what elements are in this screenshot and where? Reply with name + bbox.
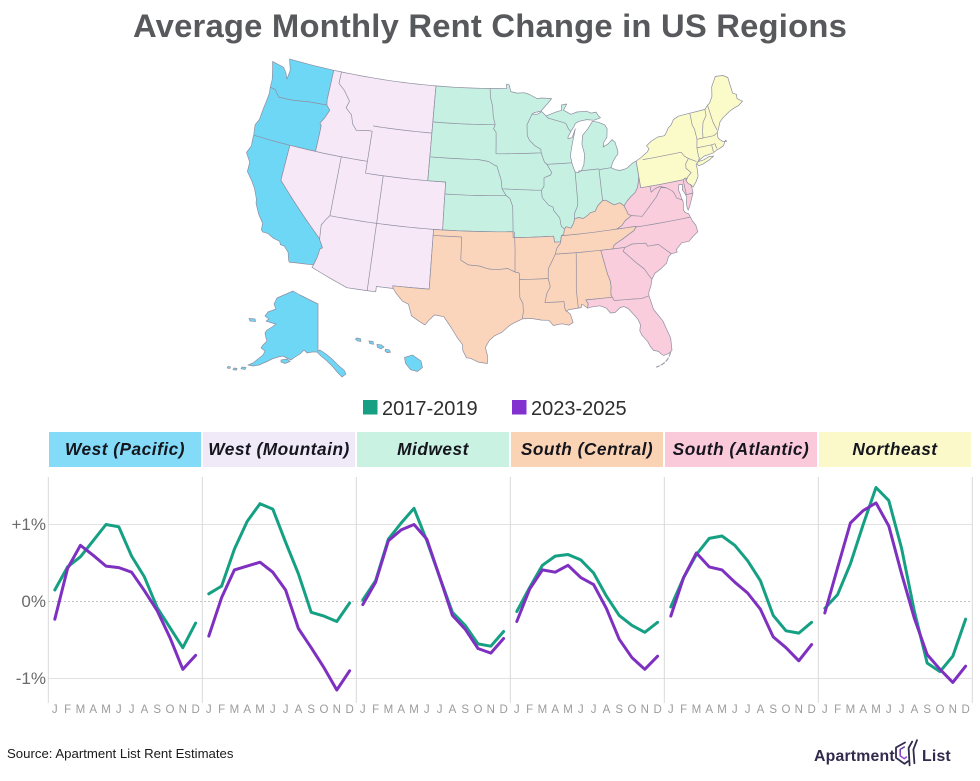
svg-text:J: J: [360, 704, 366, 716]
svg-text:D: D: [499, 704, 507, 716]
svg-text:F: F: [64, 704, 71, 716]
svg-text:A: A: [757, 704, 765, 716]
svg-text:J: J: [745, 704, 751, 716]
svg-text:A: A: [89, 704, 97, 716]
svg-text:F: F: [526, 704, 533, 716]
svg-text:N: N: [487, 704, 495, 716]
svg-text:Apartment: Apartment: [814, 748, 895, 765]
svg-text:N: N: [333, 704, 341, 716]
svg-text:N: N: [179, 704, 187, 716]
svg-text:F: F: [372, 704, 379, 716]
svg-text:F: F: [680, 704, 687, 716]
svg-text:M: M: [101, 704, 111, 716]
svg-text:2023-2025: 2023-2025: [531, 398, 627, 420]
svg-text:J: J: [732, 704, 738, 716]
svg-text:A: A: [295, 704, 303, 716]
svg-text:A: A: [551, 704, 559, 716]
svg-text:J: J: [899, 704, 905, 716]
svg-text:J: J: [437, 704, 443, 716]
svg-text:A: A: [397, 704, 405, 716]
svg-text:J: J: [283, 704, 289, 716]
svg-text:+1%: +1%: [12, 515, 47, 534]
svg-text:M: M: [692, 704, 702, 716]
svg-text:M: M: [538, 704, 548, 716]
svg-text:J: J: [514, 704, 520, 716]
svg-text:A: A: [603, 704, 611, 716]
svg-text:J: J: [668, 704, 674, 716]
svg-text:J: J: [129, 704, 135, 716]
svg-text:J: J: [270, 704, 276, 716]
svg-text:N: N: [795, 704, 803, 716]
svg-text:J: J: [886, 704, 892, 716]
svg-text:O: O: [782, 704, 791, 716]
svg-text:J: J: [424, 704, 430, 716]
svg-text:M: M: [76, 704, 86, 716]
svg-text:M: M: [563, 704, 573, 716]
svg-text:M: M: [230, 704, 240, 716]
svg-text:J: J: [591, 704, 597, 716]
svg-text:J: J: [578, 704, 584, 716]
svg-text:S: S: [153, 704, 161, 716]
svg-text:S: S: [307, 704, 315, 716]
svg-text:M: M: [384, 704, 394, 716]
svg-text:A: A: [243, 704, 251, 716]
svg-text:O: O: [628, 704, 637, 716]
svg-text:-1%: -1%: [16, 669, 46, 688]
svg-text:List: List: [922, 748, 951, 765]
svg-text:M: M: [846, 704, 856, 716]
svg-text:F: F: [218, 704, 225, 716]
svg-text:M: M: [255, 704, 265, 716]
svg-text:A: A: [859, 704, 867, 716]
svg-text:A: A: [141, 704, 149, 716]
svg-text:S: S: [461, 704, 469, 716]
svg-text:O: O: [166, 704, 175, 716]
svg-text:O: O: [320, 704, 329, 716]
svg-text:O: O: [474, 704, 483, 716]
svg-text:M: M: [409, 704, 419, 716]
svg-text:J: J: [52, 704, 58, 716]
svg-text:S: S: [923, 704, 931, 716]
svg-text:D: D: [961, 704, 969, 716]
svg-text:0%: 0%: [21, 592, 46, 611]
svg-text:F: F: [834, 704, 841, 716]
svg-text:J: J: [206, 704, 212, 716]
svg-text:D: D: [807, 704, 815, 716]
svg-text:J: J: [822, 704, 828, 716]
svg-text:A: A: [705, 704, 713, 716]
svg-text:N: N: [949, 704, 957, 716]
svg-text:S: S: [769, 704, 777, 716]
svg-text:D: D: [653, 704, 661, 716]
svg-text:O: O: [936, 704, 945, 716]
svg-text:M: M: [717, 704, 727, 716]
svg-text:D: D: [345, 704, 353, 716]
svg-text:M: M: [871, 704, 881, 716]
svg-text:S: S: [615, 704, 623, 716]
svg-text:N: N: [641, 704, 649, 716]
svg-text:A: A: [911, 704, 919, 716]
svg-text:A: A: [449, 704, 457, 716]
svg-text:D: D: [191, 704, 199, 716]
svg-text:J: J: [116, 704, 122, 716]
svg-text:2017-2019: 2017-2019: [382, 398, 478, 420]
